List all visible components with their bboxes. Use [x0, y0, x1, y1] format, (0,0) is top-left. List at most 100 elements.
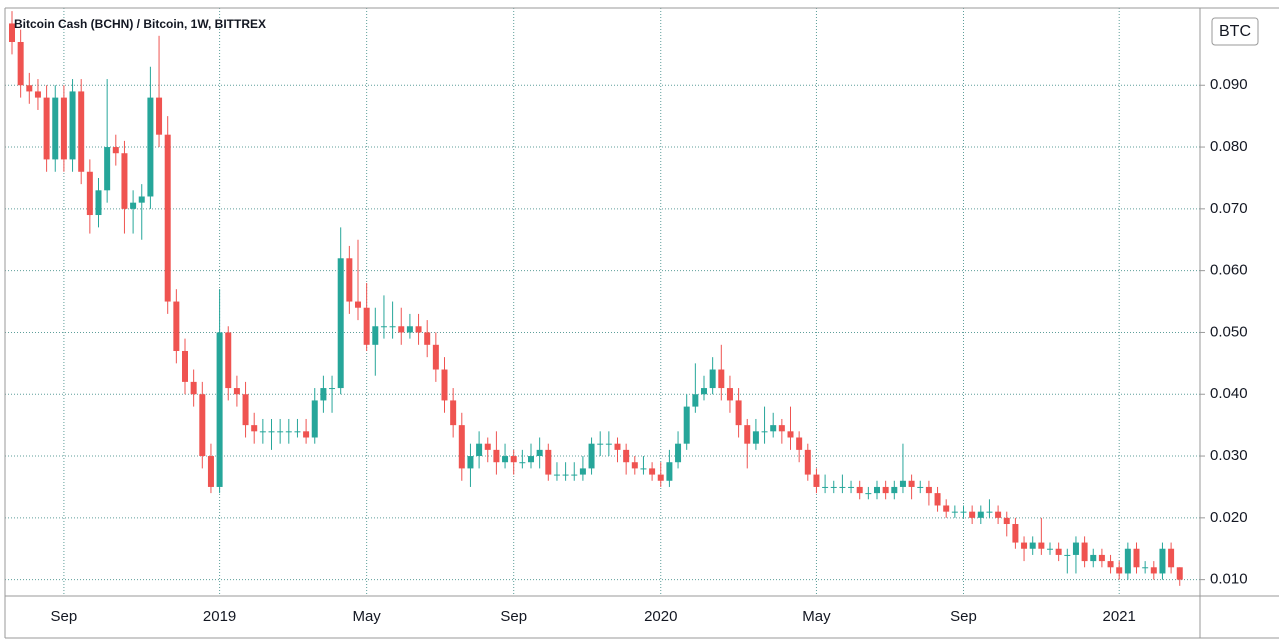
candle-body	[778, 425, 785, 432]
y-tick-label: 0.050	[1210, 323, 1248, 340]
candle-body	[476, 443, 483, 457]
candle-body	[675, 443, 682, 463]
candle-body	[856, 486, 863, 494]
candle-body	[311, 400, 318, 438]
candle-body	[372, 326, 379, 345]
candle-body	[450, 400, 457, 426]
candle-body	[1098, 554, 1105, 562]
candle-body	[848, 486, 855, 488]
candle-body	[242, 394, 249, 426]
candle-body	[908, 480, 915, 487]
candle-body	[571, 474, 578, 476]
currency-button[interactable]	[1211, 17, 1259, 46]
candle-body	[164, 134, 171, 302]
candle-body	[1133, 548, 1140, 568]
y-tick-label: 0.020	[1210, 509, 1248, 526]
x-tick-label: Sep	[500, 608, 527, 625]
candle-body	[631, 462, 638, 469]
candle-body	[752, 431, 759, 444]
candle-body	[1150, 567, 1157, 574]
candle-body	[1055, 548, 1062, 555]
candle-body	[182, 350, 188, 382]
x-tick-label: May	[352, 608, 381, 625]
candle-body	[225, 332, 232, 389]
candle-body	[977, 511, 984, 518]
candle-body	[346, 258, 353, 302]
candle-body	[770, 425, 777, 432]
candle-body	[865, 493, 872, 495]
y-tick-label: 0.010	[1210, 571, 1248, 588]
candle-body	[329, 388, 336, 390]
y-tick-label: 0.090	[1210, 76, 1248, 93]
candle-body	[199, 394, 206, 457]
candle-body	[1090, 554, 1097, 562]
candle-body	[1124, 548, 1131, 574]
candle-body	[207, 456, 214, 487]
candle-body	[277, 431, 284, 433]
candle-body	[1142, 567, 1149, 569]
candle-body	[147, 97, 154, 197]
candle-body	[216, 332, 223, 487]
candle-body	[233, 388, 240, 395]
candle-body	[9, 23, 15, 42]
candle-body	[744, 425, 751, 444]
candle-body	[614, 443, 621, 450]
candle-body	[683, 406, 690, 444]
candle-body	[156, 97, 163, 135]
x-tick-label: Sep	[51, 608, 78, 625]
y-tick-label: 0.060	[1210, 262, 1248, 279]
candle-body	[925, 486, 932, 494]
candle-body	[709, 369, 716, 389]
x-tick-label: May	[802, 608, 831, 625]
candle-body	[536, 449, 543, 457]
candle-body	[804, 449, 811, 475]
candle-body	[813, 474, 820, 487]
candle-body	[726, 388, 733, 401]
candle-body	[1159, 548, 1166, 574]
candle-body	[891, 486, 898, 494]
candle-body	[553, 474, 560, 476]
candle-body	[995, 511, 1002, 518]
candle-body	[874, 486, 880, 494]
candle-body	[597, 443, 604, 445]
candle-body	[34, 91, 41, 98]
candle-body	[432, 344, 439, 370]
candle-body	[441, 369, 448, 401]
candle-body	[649, 468, 656, 475]
candle-body	[493, 449, 500, 463]
candle-body	[320, 388, 327, 401]
candle-body	[692, 394, 699, 407]
candle-body	[882, 486, 889, 494]
candle-body	[562, 474, 569, 476]
candle-body	[1064, 554, 1071, 556]
candle-body	[190, 381, 197, 395]
candle-body	[467, 456, 474, 469]
candle-body	[17, 41, 24, 86]
candle-body	[69, 91, 76, 160]
x-tick-label: Sep	[950, 608, 977, 625]
candle-body	[104, 147, 111, 191]
candle-body	[121, 153, 128, 209]
candle-body	[130, 202, 137, 209]
candle-body	[943, 505, 950, 512]
candle-body	[899, 480, 906, 487]
candle-body	[1029, 542, 1036, 549]
candle-body	[337, 258, 344, 389]
candle-body	[934, 493, 941, 506]
candle-body	[458, 425, 465, 469]
candle-body	[268, 431, 275, 433]
candle-body	[424, 332, 431, 345]
candle-body	[969, 511, 976, 518]
chart-title: Bitcoin Cash (BCHN) / Bitcoin, 1W, BITTR…	[14, 17, 266, 31]
currency-label[interactable]: BTC	[1219, 23, 1251, 40]
candle-body	[701, 388, 707, 395]
candle-body	[1116, 567, 1123, 574]
candle-body	[986, 511, 993, 513]
candle-body	[26, 85, 33, 92]
candle-body	[1072, 542, 1079, 555]
candle-body	[380, 326, 387, 328]
candle-body	[173, 301, 180, 351]
grid	[5, 8, 1200, 596]
candle-body	[623, 449, 630, 463]
